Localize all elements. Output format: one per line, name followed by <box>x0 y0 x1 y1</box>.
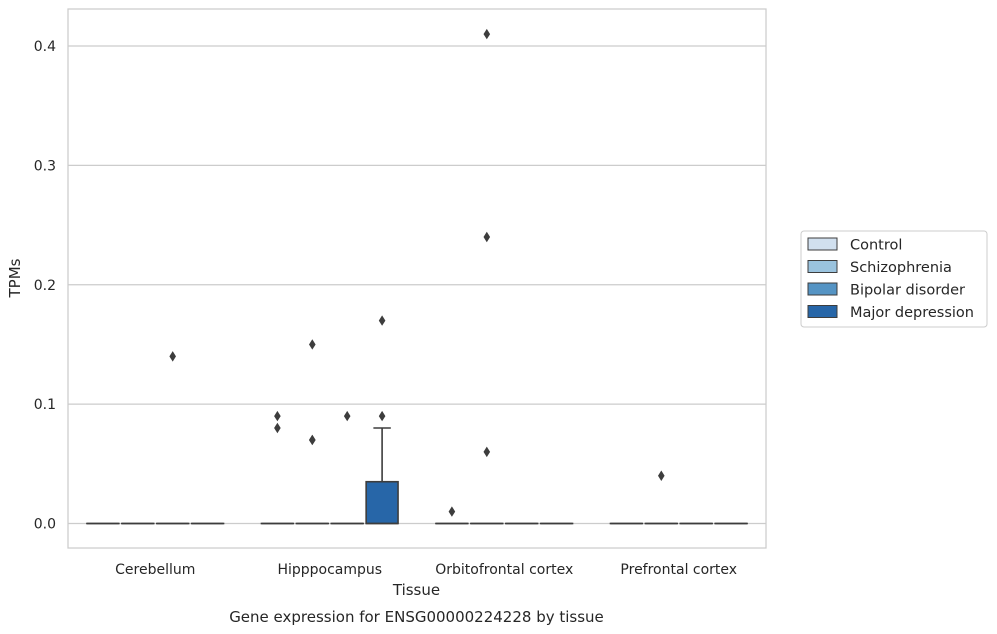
outlier-point <box>448 506 456 517</box>
outlier-point <box>274 410 281 422</box>
x-tick-labels: Cerebellum Hipppocampus Orbitofrontal cort… <box>115 562 737 578</box>
x-axis-title: Tissue <box>392 581 440 599</box>
y-tick-labels: 0.0 0.1 0.2 0.3 0.4 <box>34 39 56 533</box>
y-tick-label: 0.2 <box>34 278 56 294</box>
chart-caption: Gene expression for ENSG00000224228 by t… <box>229 608 604 626</box>
box-hipppocampus-control <box>260 410 295 525</box>
legend-label-control: Control <box>850 238 902 254</box>
chart-marks <box>86 28 748 525</box>
outlier-point <box>343 410 351 422</box>
outlier-point <box>483 28 491 40</box>
legend-label-schizophrenia: Schizophrenia <box>850 260 952 276</box>
outlier-point <box>309 339 316 350</box>
x-tick-label: Prefrontal cortex <box>620 562 737 578</box>
outlier-point <box>309 434 316 446</box>
x-tick-label: Hipppocampus <box>277 562 382 578</box>
legend-swatch-schizophrenia <box>807 260 838 273</box>
legend-swatch-control <box>807 237 838 251</box>
box-orbitofrontal-cortex-control <box>435 506 469 525</box>
plot-frame <box>67 8 767 549</box>
box-hipppocampus-bipolar-disorder <box>330 410 364 525</box>
outlier-point <box>169 351 176 362</box>
outlier-point <box>378 315 386 326</box>
y-axis-title: TPMs <box>6 258 24 298</box>
box-body <box>365 480 399 525</box>
box-prefrontal-cortex-schizophrenia <box>644 470 679 525</box>
legend-frame <box>800 230 988 328</box>
legend-label-bipolar-disorder: Bipolar disorder <box>850 283 965 299</box>
outlier-point <box>483 231 491 243</box>
legend-swatch-major-depression <box>807 305 838 318</box>
y-tick-label: 0.0 <box>34 517 56 533</box>
box-hipppocampus-major-depression <box>365 315 399 525</box>
legend-label-major-depression: Major depression <box>850 305 974 321</box>
outlier-point <box>274 422 281 434</box>
plot-area <box>68 9 766 548</box>
outlier-point <box>658 470 665 481</box>
y-tick-label: 0.1 <box>34 397 56 413</box>
box-hipppocampus-schizophrenia <box>295 339 330 525</box>
outlier-point <box>483 446 491 458</box>
x-tick-label: Orbitofrontal cortex <box>435 562 573 578</box>
legend-swatch-bipolar-disorder <box>807 282 838 296</box>
y-tick-label: 0.3 <box>34 158 56 174</box>
box-orbitofrontal-cortex-schizophrenia <box>470 28 504 525</box>
x-tick-label: Cerebellum <box>115 562 195 578</box>
box-cerebellum-bipolar-disorder <box>155 351 190 525</box>
outlier-point <box>378 410 386 422</box>
y-tick-label: 0.4 <box>34 39 56 55</box>
legend: Control Schizophrenia Bipolar disorder Majo… <box>800 230 988 328</box>
